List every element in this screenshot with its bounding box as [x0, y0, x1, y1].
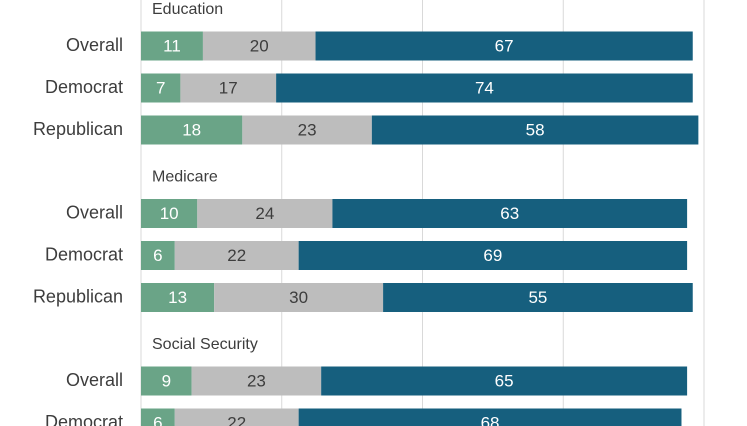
bar-segment-c: [276, 73, 693, 103]
row-label: Democrat: [45, 412, 123, 426]
data-label: 68: [481, 413, 500, 426]
bar-segment-b: [202, 31, 316, 61]
data-label: 30: [289, 288, 308, 307]
bar-segment-a: [141, 408, 175, 426]
group-title: Social Security: [152, 336, 258, 353]
data-label: 17: [219, 78, 238, 97]
bar-segment-b: [214, 283, 384, 312]
bar-segment-c: [383, 283, 693, 312]
row-label: Democrat: [45, 77, 123, 97]
data-label: 23: [247, 371, 266, 390]
data-label: 7: [156, 78, 165, 97]
data-label: 22: [227, 413, 246, 426]
data-label: 6: [153, 413, 162, 426]
group-title: Medicare: [152, 169, 218, 186]
bar-segment-a: [141, 115, 243, 145]
data-label: 24: [255, 204, 274, 223]
data-label: 63: [500, 204, 519, 223]
group-title: Education: [152, 1, 223, 18]
bar-segment-c: [315, 31, 693, 61]
bar-segment-a: [141, 283, 215, 312]
data-label: 58: [526, 120, 545, 139]
row-label: Democrat: [45, 244, 123, 264]
data-label: 13: [168, 288, 187, 307]
bar-segment-c: [298, 241, 688, 270]
bar-segment-c: [321, 366, 688, 396]
bar-segment-a: [141, 366, 192, 396]
data-label: 10: [160, 204, 179, 223]
bar-segment-b: [180, 73, 277, 103]
row-label: Republican: [33, 119, 123, 139]
data-label: 67: [495, 36, 514, 55]
data-label: 22: [227, 246, 246, 265]
data-label: 20: [250, 36, 269, 55]
data-label: 74: [475, 78, 494, 97]
row-label: Overall: [66, 35, 123, 55]
data-label: 55: [528, 288, 547, 307]
bar-segment-c: [371, 115, 699, 145]
bar-segment-a: [141, 241, 175, 270]
data-label: 9: [162, 371, 171, 390]
row-label: Overall: [66, 202, 123, 222]
row-label: Overall: [66, 370, 123, 390]
row-label: Republican: [33, 286, 123, 306]
data-label: 69: [483, 246, 502, 265]
data-label: 6: [153, 246, 162, 265]
bar-segment-b: [242, 115, 372, 145]
data-label: 23: [298, 120, 317, 139]
text-labels: Education Overall 11 20 67 Democrat 7 17 74 Repub…: [33, 1, 547, 426]
bar-segment-a: [141, 31, 203, 61]
bar-rows: [141, 31, 699, 426]
bar-segment-a: [141, 73, 181, 103]
data-label: 11: [163, 36, 181, 55]
bar-segment-b: [174, 408, 299, 426]
bar-segment-a: [141, 199, 198, 228]
bar-segment-b: [174, 241, 299, 270]
bar-segment-b: [197, 199, 333, 228]
bar-segment-c: [298, 408, 682, 426]
data-label: 65: [495, 371, 514, 390]
data-label: 18: [182, 120, 201, 139]
bar-segment-b: [191, 366, 322, 396]
bar-segment-c: [332, 199, 688, 228]
